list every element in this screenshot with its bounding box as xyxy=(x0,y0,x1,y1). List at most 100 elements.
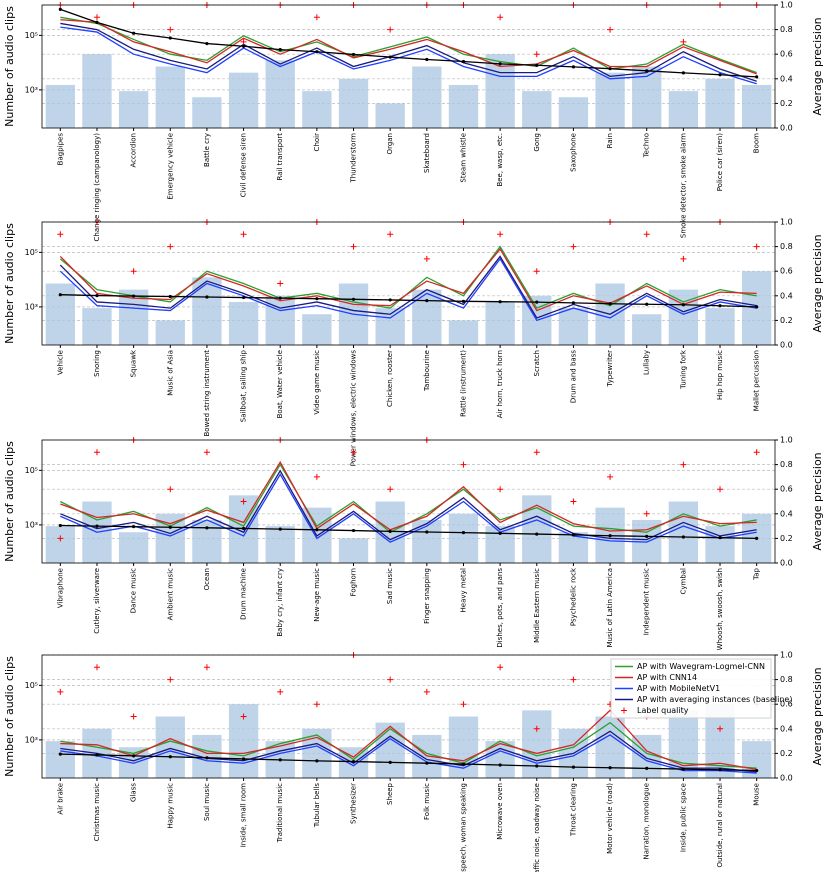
bar xyxy=(82,308,112,345)
x-tick-label: Squawk xyxy=(130,349,138,377)
x-tick-label: Scratch xyxy=(533,350,541,377)
point xyxy=(241,526,246,531)
bar xyxy=(82,54,112,129)
x-tick-label: Ambient music xyxy=(166,568,174,621)
bar xyxy=(412,519,442,563)
point xyxy=(315,50,319,54)
y2-tick-label: 0.6 xyxy=(780,267,793,276)
point xyxy=(681,303,685,307)
quality-marker xyxy=(460,701,467,708)
point xyxy=(388,529,392,533)
point xyxy=(718,73,722,77)
x-tick-label: Hip hop music xyxy=(716,350,724,400)
legend-box xyxy=(610,658,772,719)
point xyxy=(95,293,99,298)
x-tick-label: Air horn, truck horn xyxy=(496,350,504,418)
y-tick-label: 10³ xyxy=(25,85,38,94)
x-tick-label: Vehicle xyxy=(56,350,64,375)
point xyxy=(168,294,172,299)
point xyxy=(498,531,502,535)
point xyxy=(315,528,319,532)
line xyxy=(59,255,757,319)
y2-tick-label: 0.2 xyxy=(780,534,793,543)
y2-tick-label: 1.0 xyxy=(780,436,793,445)
quality-marker xyxy=(717,486,724,493)
bar xyxy=(45,526,75,563)
x-tick-label: Steam whistle xyxy=(459,133,467,183)
x-tick-label: Video game music xyxy=(313,350,321,415)
point xyxy=(571,533,576,537)
point xyxy=(535,532,539,536)
y2-tick-label: 0.4 xyxy=(780,291,793,300)
point xyxy=(608,67,612,71)
y2-tick-label: 0.6 xyxy=(780,485,793,494)
point xyxy=(535,63,539,67)
y2-tick-label: 0.0 xyxy=(780,774,793,783)
x-tick-label: Narration, monologue xyxy=(643,783,651,860)
x-tick-label: Mouse xyxy=(753,783,761,806)
line xyxy=(60,460,757,532)
x-tick-label: Music of Asia xyxy=(166,350,174,396)
bar xyxy=(45,84,75,128)
bar xyxy=(558,97,589,128)
bar xyxy=(265,526,295,563)
quality-marker xyxy=(350,243,357,250)
point xyxy=(58,523,62,528)
bar xyxy=(302,728,332,778)
y2-axis-label: Average precision xyxy=(811,667,824,765)
x-tick-label: Mallet percussion xyxy=(753,350,761,411)
y2-tick-label: 1.0 xyxy=(780,218,793,227)
x-tick-label: Tubular bells xyxy=(313,783,321,829)
bar xyxy=(668,91,699,128)
x-tick-label: Sheep xyxy=(386,782,394,804)
point xyxy=(755,305,759,309)
point xyxy=(681,71,685,75)
bar xyxy=(448,513,479,563)
point xyxy=(132,31,136,35)
point xyxy=(351,528,356,533)
point xyxy=(351,52,356,57)
y2-tick-label: 1.0 xyxy=(780,651,793,660)
point xyxy=(168,36,172,40)
quality-marker xyxy=(643,231,650,238)
quality-marker xyxy=(93,14,100,21)
x-tick-label: Dance music xyxy=(130,568,138,613)
quality-marker xyxy=(350,449,357,456)
x-tick-label: Folk music xyxy=(423,783,431,820)
x-tick-label: Vibraphone xyxy=(56,568,64,608)
bar xyxy=(558,308,589,345)
point xyxy=(461,762,466,766)
y2-tick-label: 0.8 xyxy=(780,25,793,34)
y-axis-label: Number of audio clips xyxy=(3,656,16,777)
quality-marker xyxy=(570,498,577,505)
quality-marker xyxy=(167,486,174,493)
x-tick-label: Rain xyxy=(606,133,614,148)
x-tick-label: Accordion xyxy=(130,133,138,168)
x-tick-label: Outside, rural or natural xyxy=(716,783,724,868)
y-tick-label: 10⁵ xyxy=(25,681,38,690)
x-tick-label: Boom xyxy=(753,133,761,153)
x-tick-label: Traditional music xyxy=(276,783,284,844)
point xyxy=(58,7,62,11)
line xyxy=(60,16,757,74)
point xyxy=(95,524,99,528)
quality-marker xyxy=(387,26,394,33)
y2-tick-label: 0.2 xyxy=(780,99,793,108)
point xyxy=(535,764,539,768)
quality-marker xyxy=(753,243,760,250)
quality-marker xyxy=(57,231,64,238)
x-tick-label: Gong xyxy=(533,133,541,152)
bar xyxy=(412,66,442,128)
y2-tick-label: 0.0 xyxy=(780,559,793,568)
point xyxy=(315,297,319,301)
x-tick-label: Middle Eastern music xyxy=(533,568,541,643)
point xyxy=(608,766,612,770)
point xyxy=(608,302,612,306)
quality-marker xyxy=(680,461,687,468)
quality-marker xyxy=(497,664,504,671)
plot-frame xyxy=(41,221,776,346)
quality-marker xyxy=(277,280,284,287)
x-tick-label: Emergency vehicle xyxy=(166,133,174,200)
legend-label: Label quality xyxy=(637,706,689,715)
line xyxy=(60,22,757,82)
